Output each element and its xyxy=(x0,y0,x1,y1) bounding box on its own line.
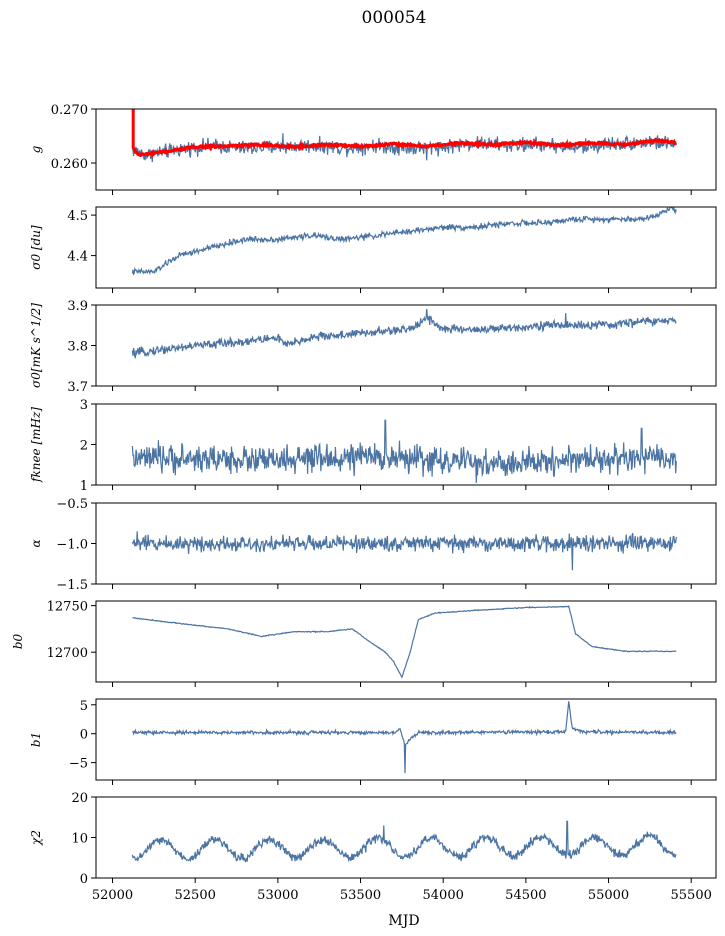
y-axis-label-sigma0_du: σ0 [du] xyxy=(29,225,43,270)
series-line-b0 xyxy=(132,604,677,679)
panel-sigma0_mK: 3.7 3.8 3.9 σ0[mK s^1/2] xyxy=(29,299,717,395)
y-axis-label-alpha: α xyxy=(29,539,43,547)
ytick-label-b1-2: 5 xyxy=(80,699,88,714)
series-line-chi2 xyxy=(131,820,677,863)
series-line-alpha xyxy=(131,531,677,571)
panel-chi2: 0 10 20 χ2 52000 52500 53000 53500 54000 54500 550… xyxy=(29,791,717,903)
ytick-label-b1-1: 0 xyxy=(80,728,88,743)
panel-fknee: 1 2 3 fknee [mHz] xyxy=(29,398,717,494)
axes-frame-chi2 xyxy=(95,796,717,879)
y-axis-label-chi2: χ2 xyxy=(29,830,43,846)
panels: 0.260 0.270 g 4.4 4.5 σ0 [du] 3.7 3.8 3.9 σ0[mK s… xyxy=(11,103,717,903)
xtick-label-3: 53500 xyxy=(340,888,381,903)
panel-b0: 12700 12750 b0 xyxy=(11,600,717,687)
ytick-label-sigma0_du-1: 4.5 xyxy=(67,209,88,224)
panel-sigma0_du: 4.4 4.5 σ0 [du] xyxy=(29,206,717,293)
xtick-label-6: 55000 xyxy=(588,888,629,903)
ytick-label-chi2-1: 10 xyxy=(71,832,88,847)
ytick-label-g-0: 0.260 xyxy=(51,157,88,172)
xtick-label-2: 53000 xyxy=(257,888,298,903)
ytick-label-fknee-1: 2 xyxy=(80,439,88,454)
y-axis-label-g: g xyxy=(29,145,43,153)
panel-b1: −5 0 5 b1 xyxy=(29,698,717,785)
ytick-label-b1-0: −5 xyxy=(69,757,88,772)
ytick-label-chi2-2: 20 xyxy=(71,791,88,806)
y-axis-label-fknee: fknee [mHz] xyxy=(29,407,43,483)
series-line-fknee xyxy=(131,419,677,484)
ytick-label-chi2-0: 0 xyxy=(80,872,88,887)
xtick-label-7: 55500 xyxy=(671,888,712,903)
ytick-label-alpha-2: −0.5 xyxy=(56,497,88,512)
figure-title: 000054 xyxy=(362,8,427,28)
series-line-sigma0_mK xyxy=(131,308,677,359)
series-line-b1 xyxy=(132,701,677,774)
ytick-label-alpha-0: −1.5 xyxy=(56,578,88,593)
ytick-label-sigma0_mK-1: 3.8 xyxy=(67,340,88,355)
y-axis-label-sigma0_mK: σ0[mK s^1/2] xyxy=(29,303,43,388)
ytick-label-fknee-0: 1 xyxy=(80,479,88,494)
x-axis-label: MJD xyxy=(388,913,419,929)
ytick-label-sigma0_du-0: 4.4 xyxy=(67,250,88,265)
xtick-label-1: 52500 xyxy=(175,888,216,903)
ytick-label-sigma0_mK-2: 3.9 xyxy=(67,299,88,314)
y-axis-label-b1: b1 xyxy=(29,732,43,747)
ytick-label-sigma0_mK-0: 3.7 xyxy=(67,380,88,395)
ytick-label-fknee-2: 3 xyxy=(80,398,88,413)
axes-frame-sigma0_du xyxy=(95,206,717,289)
y-axis-label-b0: b0 xyxy=(11,633,25,649)
xtick-label-5: 54500 xyxy=(505,888,546,903)
ytick-label-b0-1: 12750 xyxy=(47,600,88,615)
axes-frame-g xyxy=(95,108,717,191)
fit-line-g xyxy=(131,137,677,158)
axes-frame-b0 xyxy=(95,600,717,683)
series-line-sigma0_du xyxy=(131,207,677,276)
ytick-label-alpha-1: −1.0 xyxy=(56,538,88,553)
panel-g: 0.260 0.270 g xyxy=(29,103,717,195)
panel-alpha: −1.5 −1.0 −0.5 α xyxy=(29,497,717,593)
axes-frame-b1 xyxy=(95,698,717,781)
ytick-label-g-1: 0.270 xyxy=(51,103,88,118)
axes-frame-fknee xyxy=(95,403,717,486)
xtick-label-0: 52000 xyxy=(92,888,133,903)
xtick-label-4: 54000 xyxy=(423,888,464,903)
ytick-label-b0-0: 12700 xyxy=(47,646,88,661)
